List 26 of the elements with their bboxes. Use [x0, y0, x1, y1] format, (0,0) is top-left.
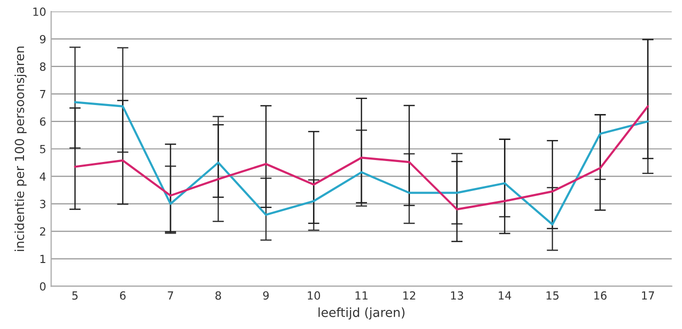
x-tick-label: 14	[498, 291, 512, 300]
y-tick-label: 9	[40, 34, 46, 44]
y-tick-label: 1	[40, 254, 46, 263]
y-tick-label: 4	[40, 172, 46, 181]
y-tick-label: 6	[40, 117, 46, 126]
x-tick-label: 9	[263, 291, 269, 300]
x-tick-label: 16	[594, 291, 607, 300]
x-tick-label: 5	[72, 291, 78, 300]
x-tick-label: 6	[120, 291, 126, 300]
x-axis-title: leeftijd (jaren)	[318, 307, 404, 320]
x-tick-label: 8	[215, 291, 222, 300]
x-tick-label: 15	[546, 291, 559, 300]
y-tick-label: 0	[40, 282, 46, 291]
x-tick-label: 11	[356, 291, 368, 300]
y-tick-label: 3	[40, 200, 46, 208]
x-tick-label: 17	[642, 291, 654, 300]
x-tick-label: 13	[451, 291, 464, 300]
y-tick-label: 8	[40, 62, 46, 71]
y-axis-title: incidentie per 100 persoonsjaren	[14, 46, 27, 251]
x-tick-label: 10	[308, 291, 320, 300]
y-tick-label: 2	[40, 227, 46, 236]
x-tick-label: 7	[168, 291, 174, 300]
y-tick-label: 10	[33, 7, 46, 16]
x-tick-label: 12	[403, 291, 416, 300]
y-tick-label: 5	[40, 144, 46, 154]
y-tick-label: 7	[40, 90, 46, 98]
